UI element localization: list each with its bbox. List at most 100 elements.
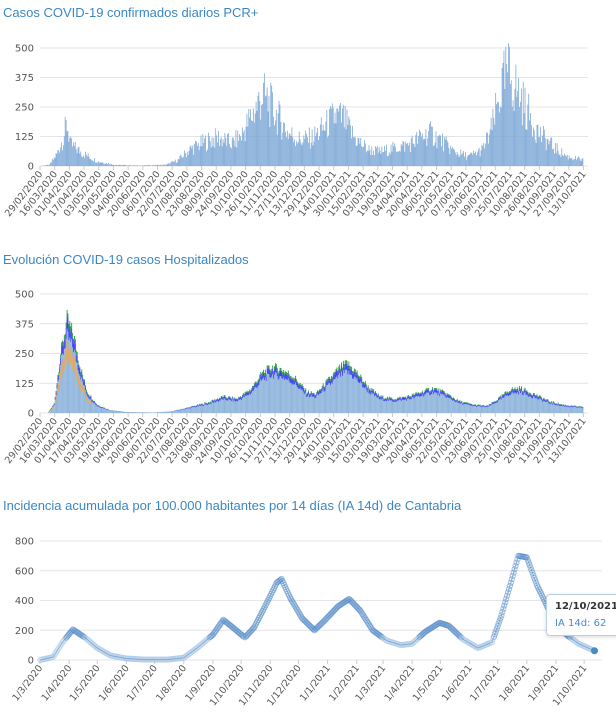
bar — [543, 129, 545, 166]
stack-segment — [391, 400, 393, 413]
bar — [194, 143, 195, 166]
stack-segment — [135, 412, 137, 413]
stack-segment — [185, 408, 187, 409]
stack-segment — [223, 398, 225, 413]
stack-segment — [84, 381, 85, 386]
stack-segment — [509, 391, 511, 393]
point — [197, 641, 204, 649]
stack-segment — [407, 396, 409, 399]
bar — [458, 157, 460, 166]
bar — [463, 150, 464, 166]
stack-segment — [93, 401, 95, 404]
bar — [418, 135, 419, 166]
stack-segment — [312, 396, 314, 413]
stack-segment — [412, 393, 414, 395]
bar — [147, 165, 149, 166]
stack-segment — [435, 389, 437, 393]
stack-segment — [251, 388, 253, 390]
bar — [346, 109, 348, 166]
bar — [427, 138, 429, 166]
stack-segment — [177, 410, 179, 413]
stack-segment — [138, 412, 140, 413]
bar — [104, 163, 106, 166]
stack-segment — [369, 392, 371, 413]
stack-segment — [409, 399, 410, 413]
stack-segment — [495, 401, 497, 404]
stack-segment — [85, 396, 87, 401]
stack-segment — [88, 396, 90, 399]
bar — [135, 165, 137, 166]
stack-segment — [461, 401, 463, 404]
stack-segment — [270, 378, 272, 413]
stack-segment — [327, 380, 329, 385]
stack-segment — [439, 396, 441, 413]
stack-segment — [130, 412, 132, 413]
stack-segment — [187, 407, 189, 409]
stack-segment — [84, 386, 86, 391]
point — [511, 566, 518, 573]
stack-segment — [375, 391, 376, 393]
stack-segment — [554, 405, 556, 413]
bar — [492, 108, 494, 166]
bar — [520, 101, 521, 166]
stack-segment — [50, 409, 52, 411]
stack-segment — [81, 381, 83, 390]
bar — [85, 154, 87, 166]
stack-segment — [310, 392, 312, 396]
stack-segment — [454, 400, 456, 403]
bar — [558, 155, 560, 166]
bar — [343, 127, 345, 166]
stack-segment — [268, 368, 270, 375]
stack-segment — [289, 382, 291, 413]
point — [189, 648, 196, 655]
stack-segment — [223, 395, 225, 397]
stack-segment — [260, 379, 262, 413]
bar — [490, 117, 492, 166]
stack-segment — [197, 405, 199, 407]
bar — [474, 152, 475, 166]
stack-segment — [84, 388, 85, 395]
stack-segment — [520, 391, 522, 413]
stack-segment — [395, 399, 397, 400]
bar — [274, 125, 275, 166]
bar — [457, 154, 459, 166]
stack-segment — [336, 375, 338, 413]
stack-segment — [233, 400, 235, 413]
stack-segment — [164, 412, 166, 413]
stack-segment — [310, 395, 312, 413]
stack-segment — [451, 396, 453, 398]
stack-segment — [579, 407, 581, 413]
stack-segment — [389, 400, 391, 413]
stack-segment — [539, 395, 541, 397]
bar — [407, 143, 408, 166]
bar — [438, 135, 440, 166]
stack-segment — [425, 388, 427, 391]
stack-segment — [255, 383, 257, 388]
stack-segment — [133, 412, 135, 413]
point — [97, 646, 104, 653]
bar — [509, 84, 511, 166]
stack-segment — [435, 388, 437, 390]
bar — [342, 104, 344, 166]
bar — [304, 138, 306, 166]
stack-segment — [274, 366, 275, 370]
bar — [443, 136, 445, 166]
bar — [576, 159, 577, 166]
stack-segment — [253, 384, 255, 389]
bar — [227, 134, 229, 166]
stack-segment — [307, 396, 309, 413]
stack-segment — [446, 396, 448, 413]
bar — [341, 122, 342, 166]
bar — [95, 162, 96, 166]
stack-segment — [447, 395, 449, 398]
stack-segment — [411, 397, 413, 413]
stack-segment — [397, 397, 399, 399]
bar — [547, 139, 549, 166]
bar — [540, 126, 542, 166]
y-tick-label: 125 — [15, 379, 34, 390]
bar — [133, 165, 135, 166]
bar — [81, 156, 83, 166]
stack-segment — [415, 392, 417, 394]
bar — [272, 92, 274, 166]
point — [181, 653, 188, 661]
